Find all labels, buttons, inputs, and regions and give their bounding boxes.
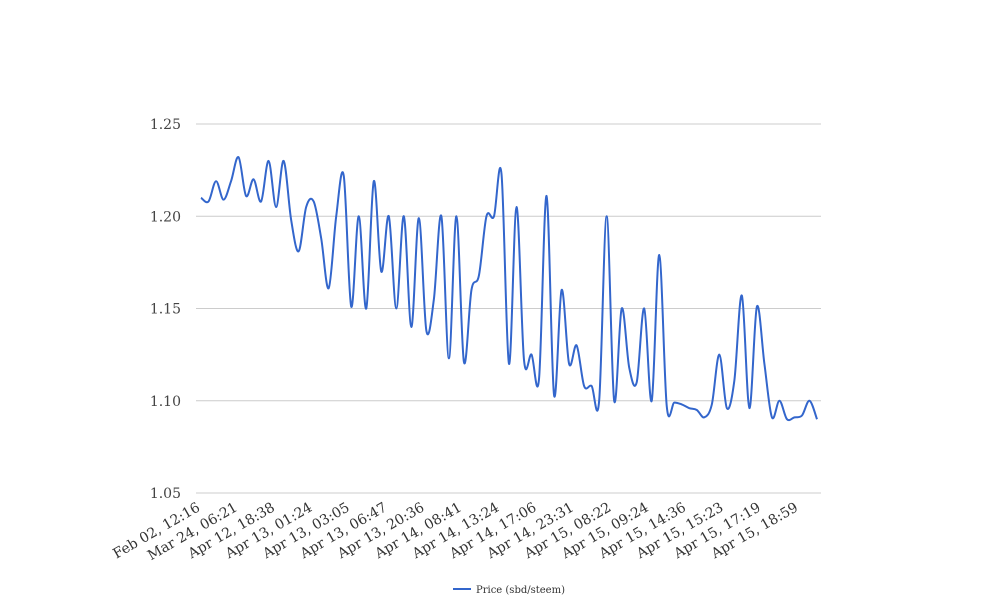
y-tick-label: 1.25 <box>150 117 181 133</box>
y-tick-label: 1.10 <box>150 394 181 410</box>
y-axis-ticks: 1.25 1.20 1.15 1.10 1.05 <box>150 117 181 502</box>
y-tick-label: 1.05 <box>150 486 181 502</box>
y-tick-label: 1.15 <box>150 302 181 318</box>
series-line-price <box>200 156 818 422</box>
legend[interactable]: Price (sbd/steem) <box>453 585 565 596</box>
series-lines <box>200 156 818 422</box>
legend-label[interactable]: Price (sbd/steem) <box>476 585 565 596</box>
gridlines <box>196 123 821 494</box>
y-tick-label: 1.20 <box>150 209 181 225</box>
